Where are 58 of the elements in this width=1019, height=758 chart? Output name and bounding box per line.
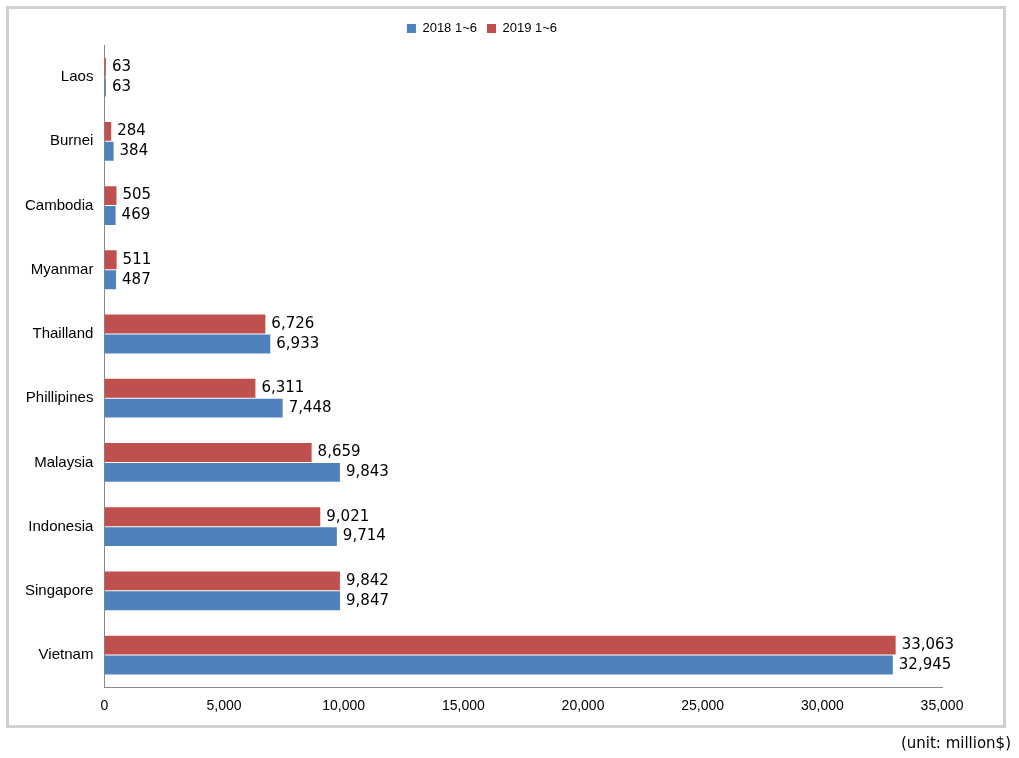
data-label: 9,021 bbox=[326, 506, 370, 525]
bar bbox=[104, 462, 340, 482]
data-label: 9,714 bbox=[342, 526, 386, 545]
data-label: 6,311 bbox=[261, 378, 305, 397]
x-tick-label: 35,000 bbox=[920, 697, 964, 714]
data-label: 63 bbox=[111, 76, 131, 95]
data-label: 8,659 bbox=[317, 442, 361, 461]
x-tick-label: 10,000 bbox=[322, 697, 366, 714]
y-tick-label: Singapore bbox=[25, 581, 94, 599]
data-label: 6,933 bbox=[276, 333, 320, 352]
data-label: 9,842 bbox=[345, 570, 389, 589]
data-label: 32,945 bbox=[898, 654, 952, 673]
bar bbox=[104, 571, 340, 591]
bar bbox=[104, 378, 256, 398]
data-label: 7,448 bbox=[288, 398, 332, 417]
text: (unit: million$) bbox=[900, 734, 1011, 752]
bar bbox=[104, 635, 896, 655]
bar bbox=[104, 655, 893, 675]
data-label: 284 bbox=[117, 121, 146, 140]
bar bbox=[104, 398, 283, 418]
data-label: 63 bbox=[111, 57, 131, 76]
data-label: 33,063 bbox=[901, 635, 955, 654]
bar bbox=[104, 270, 117, 290]
data-label: 9,847 bbox=[346, 590, 389, 609]
y-tick-label: Malaysia bbox=[34, 452, 95, 470]
data-label: 487 bbox=[122, 269, 151, 288]
y-tick-label: Laos bbox=[60, 67, 94, 85]
data-label: 511 bbox=[122, 249, 152, 268]
bar bbox=[104, 314, 266, 334]
bar bbox=[104, 186, 117, 206]
y-tick-label: Vietnam bbox=[38, 645, 94, 663]
x-tick-label: 5,000 bbox=[206, 697, 242, 714]
data-label: 9,843 bbox=[345, 462, 389, 481]
x-tick-label: 20,000 bbox=[561, 697, 605, 714]
x-tick-label: 15,000 bbox=[441, 697, 485, 714]
y-tick-label: Indonesia bbox=[28, 516, 95, 534]
x-tick-label: 0 bbox=[100, 697, 109, 714]
y-tick-label: Phillipines bbox=[25, 388, 94, 406]
bar bbox=[104, 250, 117, 270]
data-label: 6,726 bbox=[271, 313, 315, 332]
x-tick-label: 30,000 bbox=[800, 697, 844, 714]
x-tick-label: 25,000 bbox=[681, 697, 725, 714]
y-tick-label: Cambodia bbox=[25, 195, 95, 213]
bar bbox=[104, 507, 321, 527]
data-label: 384 bbox=[119, 141, 149, 160]
bar bbox=[104, 527, 337, 547]
legend-label: 2019 1~6 bbox=[502, 20, 558, 36]
legend-label: 2018 1~6 bbox=[422, 20, 478, 36]
data-label: 505 bbox=[122, 185, 152, 204]
bar bbox=[104, 334, 271, 354]
y-tick-label: Burnei bbox=[50, 131, 94, 149]
y-tick-label: Thailland bbox=[32, 324, 94, 342]
bar bbox=[104, 443, 312, 462]
bar bbox=[104, 206, 116, 225]
bar bbox=[104, 141, 114, 161]
bar bbox=[104, 591, 341, 611]
data-label: 469 bbox=[121, 205, 151, 224]
y-tick-label: Myanmar bbox=[30, 259, 94, 277]
